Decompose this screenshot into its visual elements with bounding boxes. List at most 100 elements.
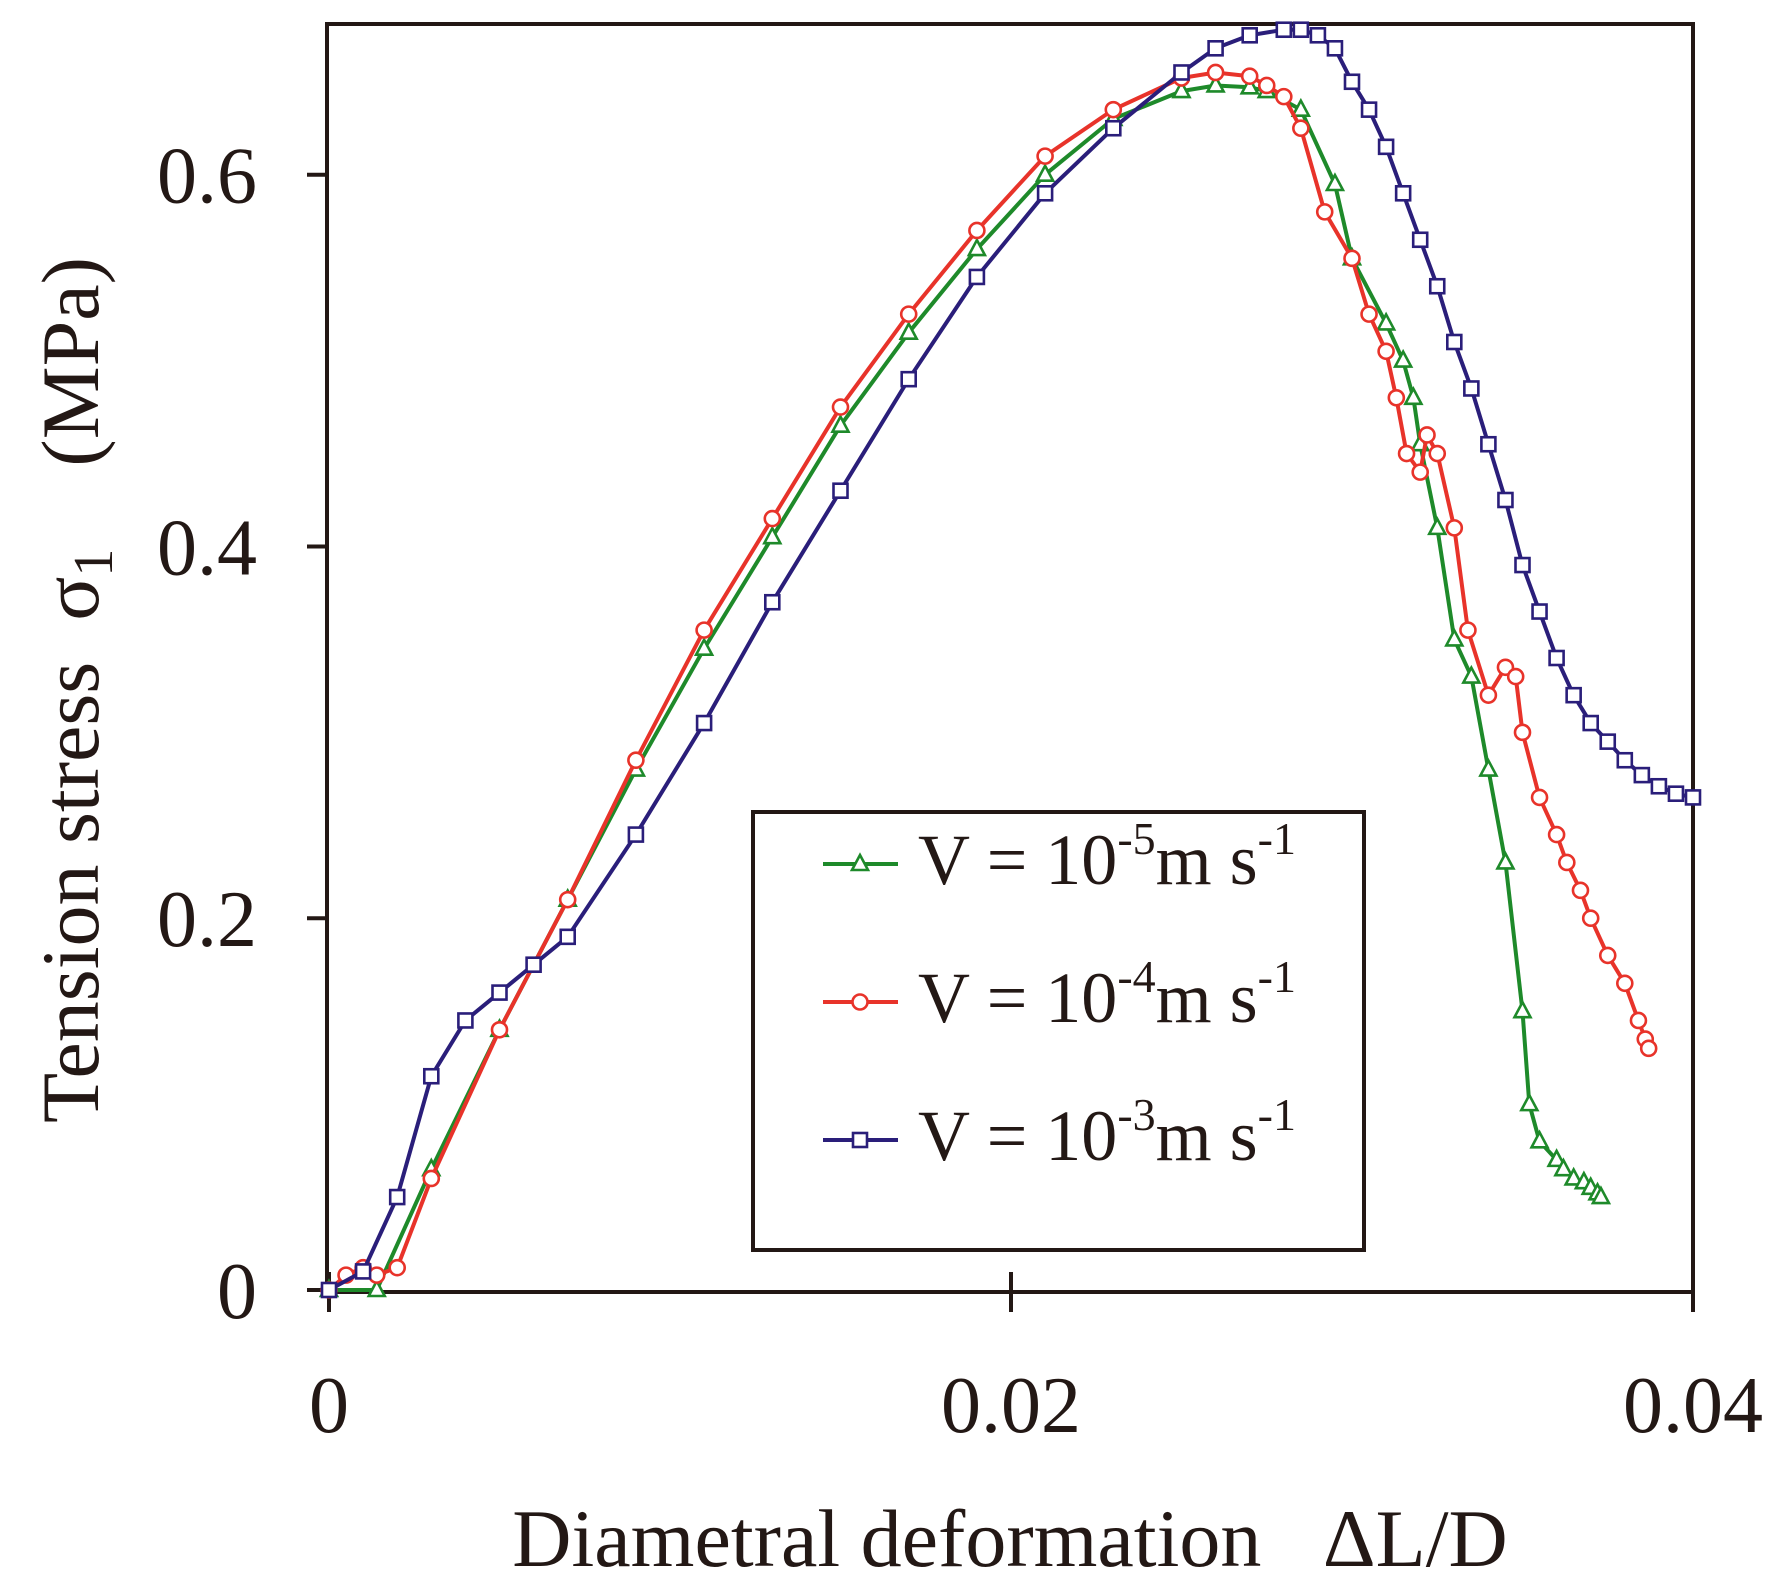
data-point	[1629, 1011, 1648, 1030]
data-point	[558, 890, 577, 909]
data-point	[1428, 444, 1447, 463]
data-point	[388, 1188, 406, 1206]
legend-item-triangle: V = 10-5m s-1	[823, 813, 1296, 900]
data-point	[1599, 733, 1617, 750]
data-point	[1275, 87, 1293, 106]
axis-ticks: 0 0.02 0.04 0 0.2 0.4 0.6	[157, 133, 1763, 1450]
data-point	[1377, 138, 1395, 156]
data-point	[1548, 649, 1565, 667]
data-point	[1598, 946, 1617, 965]
x-axis-title: Diametral deformation ΔL/D	[512, 1493, 1507, 1584]
data-point	[1240, 67, 1259, 85]
data-point	[1397, 444, 1416, 463]
data-point	[1428, 277, 1446, 295]
data-point	[1324, 172, 1346, 192]
data-point	[1616, 751, 1634, 769]
data-point	[1553, 1157, 1574, 1177]
data-point	[1315, 203, 1334, 221]
legend-label: V = 10-3m s-1	[918, 1089, 1296, 1176]
data-point	[1206, 63, 1225, 82]
data-point	[422, 1169, 441, 1188]
data-point	[900, 370, 918, 388]
data-point	[1326, 40, 1344, 57]
data-point	[1036, 184, 1054, 202]
data-point	[966, 237, 988, 257]
data-point	[1639, 1039, 1658, 1058]
data-point	[968, 221, 986, 240]
data-point	[1290, 97, 1312, 117]
data-point	[1445, 519, 1464, 537]
data-point	[1171, 79, 1192, 99]
y-tick-label: 0.4	[157, 504, 257, 592]
data-point	[490, 1020, 509, 1039]
y-axis-title-unit: (MPa)	[25, 257, 116, 467]
data-point	[1582, 714, 1599, 732]
y-tick-label: 0.6	[157, 133, 257, 221]
data-point	[366, 1278, 387, 1298]
data-point	[1531, 603, 1548, 620]
data-point	[1459, 621, 1477, 639]
legend-label: V = 10-4m s-1	[918, 951, 1296, 1038]
legend-label: V = 10-5m s-1	[918, 813, 1296, 900]
data-point	[762, 525, 783, 545]
data-point	[1375, 311, 1397, 331]
data-point	[1205, 73, 1226, 93]
y-axis-title-symbol: σ	[25, 577, 116, 621]
data-point	[491, 984, 508, 1001]
data-point	[693, 636, 715, 657]
data-point	[1497, 491, 1514, 509]
data-point	[1392, 348, 1414, 368]
data-point	[1667, 785, 1685, 802]
data-point	[367, 1266, 386, 1284]
legend-box	[751, 810, 1366, 1252]
data-point	[1343, 249, 1361, 268]
data-point	[1590, 1185, 1612, 1205]
data-point	[1506, 667, 1525, 686]
data-point	[1479, 686, 1498, 704]
legend: V = 10-5m s-1 V = 10-4m s-1 V = 10-3m s-1	[751, 810, 1366, 1252]
data-point	[1418, 426, 1436, 444]
data-point	[457, 1012, 474, 1029]
data-point	[1478, 757, 1499, 777]
y-axis-title-text: Tension stress	[25, 662, 116, 1123]
data-point	[1241, 26, 1258, 44]
data-point	[388, 1258, 407, 1277]
legend-items: V = 10-5m s-1 V = 10-4m s-1 V = 10-3m s-1	[823, 813, 1296, 1176]
data-point	[1480, 435, 1497, 453]
data-point	[1461, 664, 1482, 684]
data-point	[1529, 1129, 1550, 1149]
data-point	[831, 398, 850, 416]
legend-item-square: V = 10-3m s-1	[823, 1089, 1296, 1176]
data-point	[1633, 766, 1651, 784]
data-point	[1530, 788, 1549, 807]
data-point	[1495, 850, 1516, 870]
data-point	[1173, 64, 1190, 81]
data-point	[1411, 463, 1429, 481]
data-point	[1512, 999, 1533, 1019]
data-point	[1446, 333, 1463, 351]
data-point	[1546, 1148, 1567, 1168]
legend-item-circle: V = 10-4m s-1	[823, 951, 1296, 1038]
data-point	[1360, 101, 1378, 118]
data-point	[422, 1067, 440, 1085]
data-point	[1513, 723, 1532, 742]
data-point	[1207, 40, 1224, 57]
data-point	[1275, 21, 1293, 39]
data-point	[1105, 119, 1122, 137]
data-point	[627, 826, 645, 843]
data-point	[1558, 853, 1576, 872]
data-point	[1684, 789, 1702, 806]
data-point	[1444, 627, 1465, 647]
data-point	[1616, 974, 1634, 993]
data-point	[1104, 100, 1123, 119]
data-point	[898, 320, 919, 341]
data-point	[1343, 73, 1361, 91]
data-point	[1239, 75, 1260, 95]
data-point	[1394, 184, 1412, 202]
y-tick-label: 0	[217, 1248, 257, 1336]
data-point	[320, 1281, 338, 1299]
data-point	[763, 593, 781, 611]
x-tick-label: 0	[309, 1362, 349, 1450]
data-point	[1257, 76, 1276, 95]
data-point	[1514, 556, 1531, 574]
